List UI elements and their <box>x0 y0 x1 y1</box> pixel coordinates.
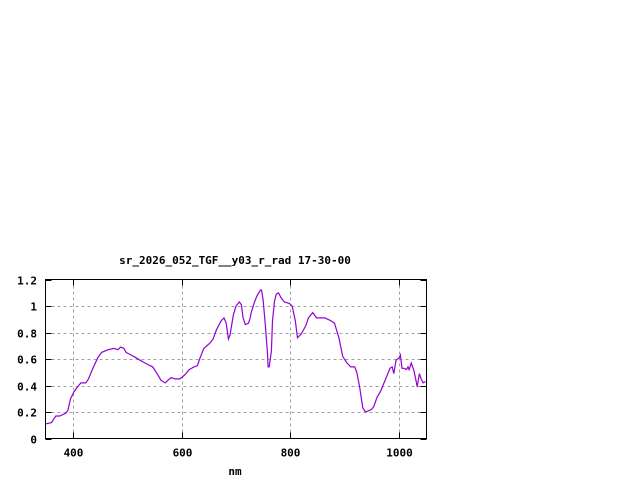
x-tick-label: 400 <box>64 447 84 460</box>
y-tick-label: 0 <box>30 434 37 447</box>
series-line <box>45 289 426 425</box>
x-tick-label: 800 <box>281 447 301 460</box>
y-tick-label: 1.2 <box>17 275 37 288</box>
grid <box>45 279 427 439</box>
y-tick-label: 0.8 <box>17 328 37 341</box>
y-tick-labels: 0 0.2 0.4 0.6 0.8 1 1.2 <box>17 275 37 447</box>
x-tick-labels: 400 600 800 1000 <box>64 447 413 460</box>
x-tick-label: 1000 <box>386 447 413 460</box>
x-tick-label: 600 <box>173 447 193 460</box>
y-tick-label: 1 <box>30 301 37 314</box>
ticks <box>45 279 427 440</box>
y-tick-label: 0.4 <box>17 381 37 394</box>
plot-frame <box>45 279 427 439</box>
y-tick-label: 0.2 <box>17 407 37 420</box>
chart-title: sr_2026_052_TGF__y03_r_rad 17-30-00 <box>119 254 351 267</box>
x-axis-label: nm <box>228 465 242 478</box>
y-tick-label: 0.6 <box>17 354 37 367</box>
